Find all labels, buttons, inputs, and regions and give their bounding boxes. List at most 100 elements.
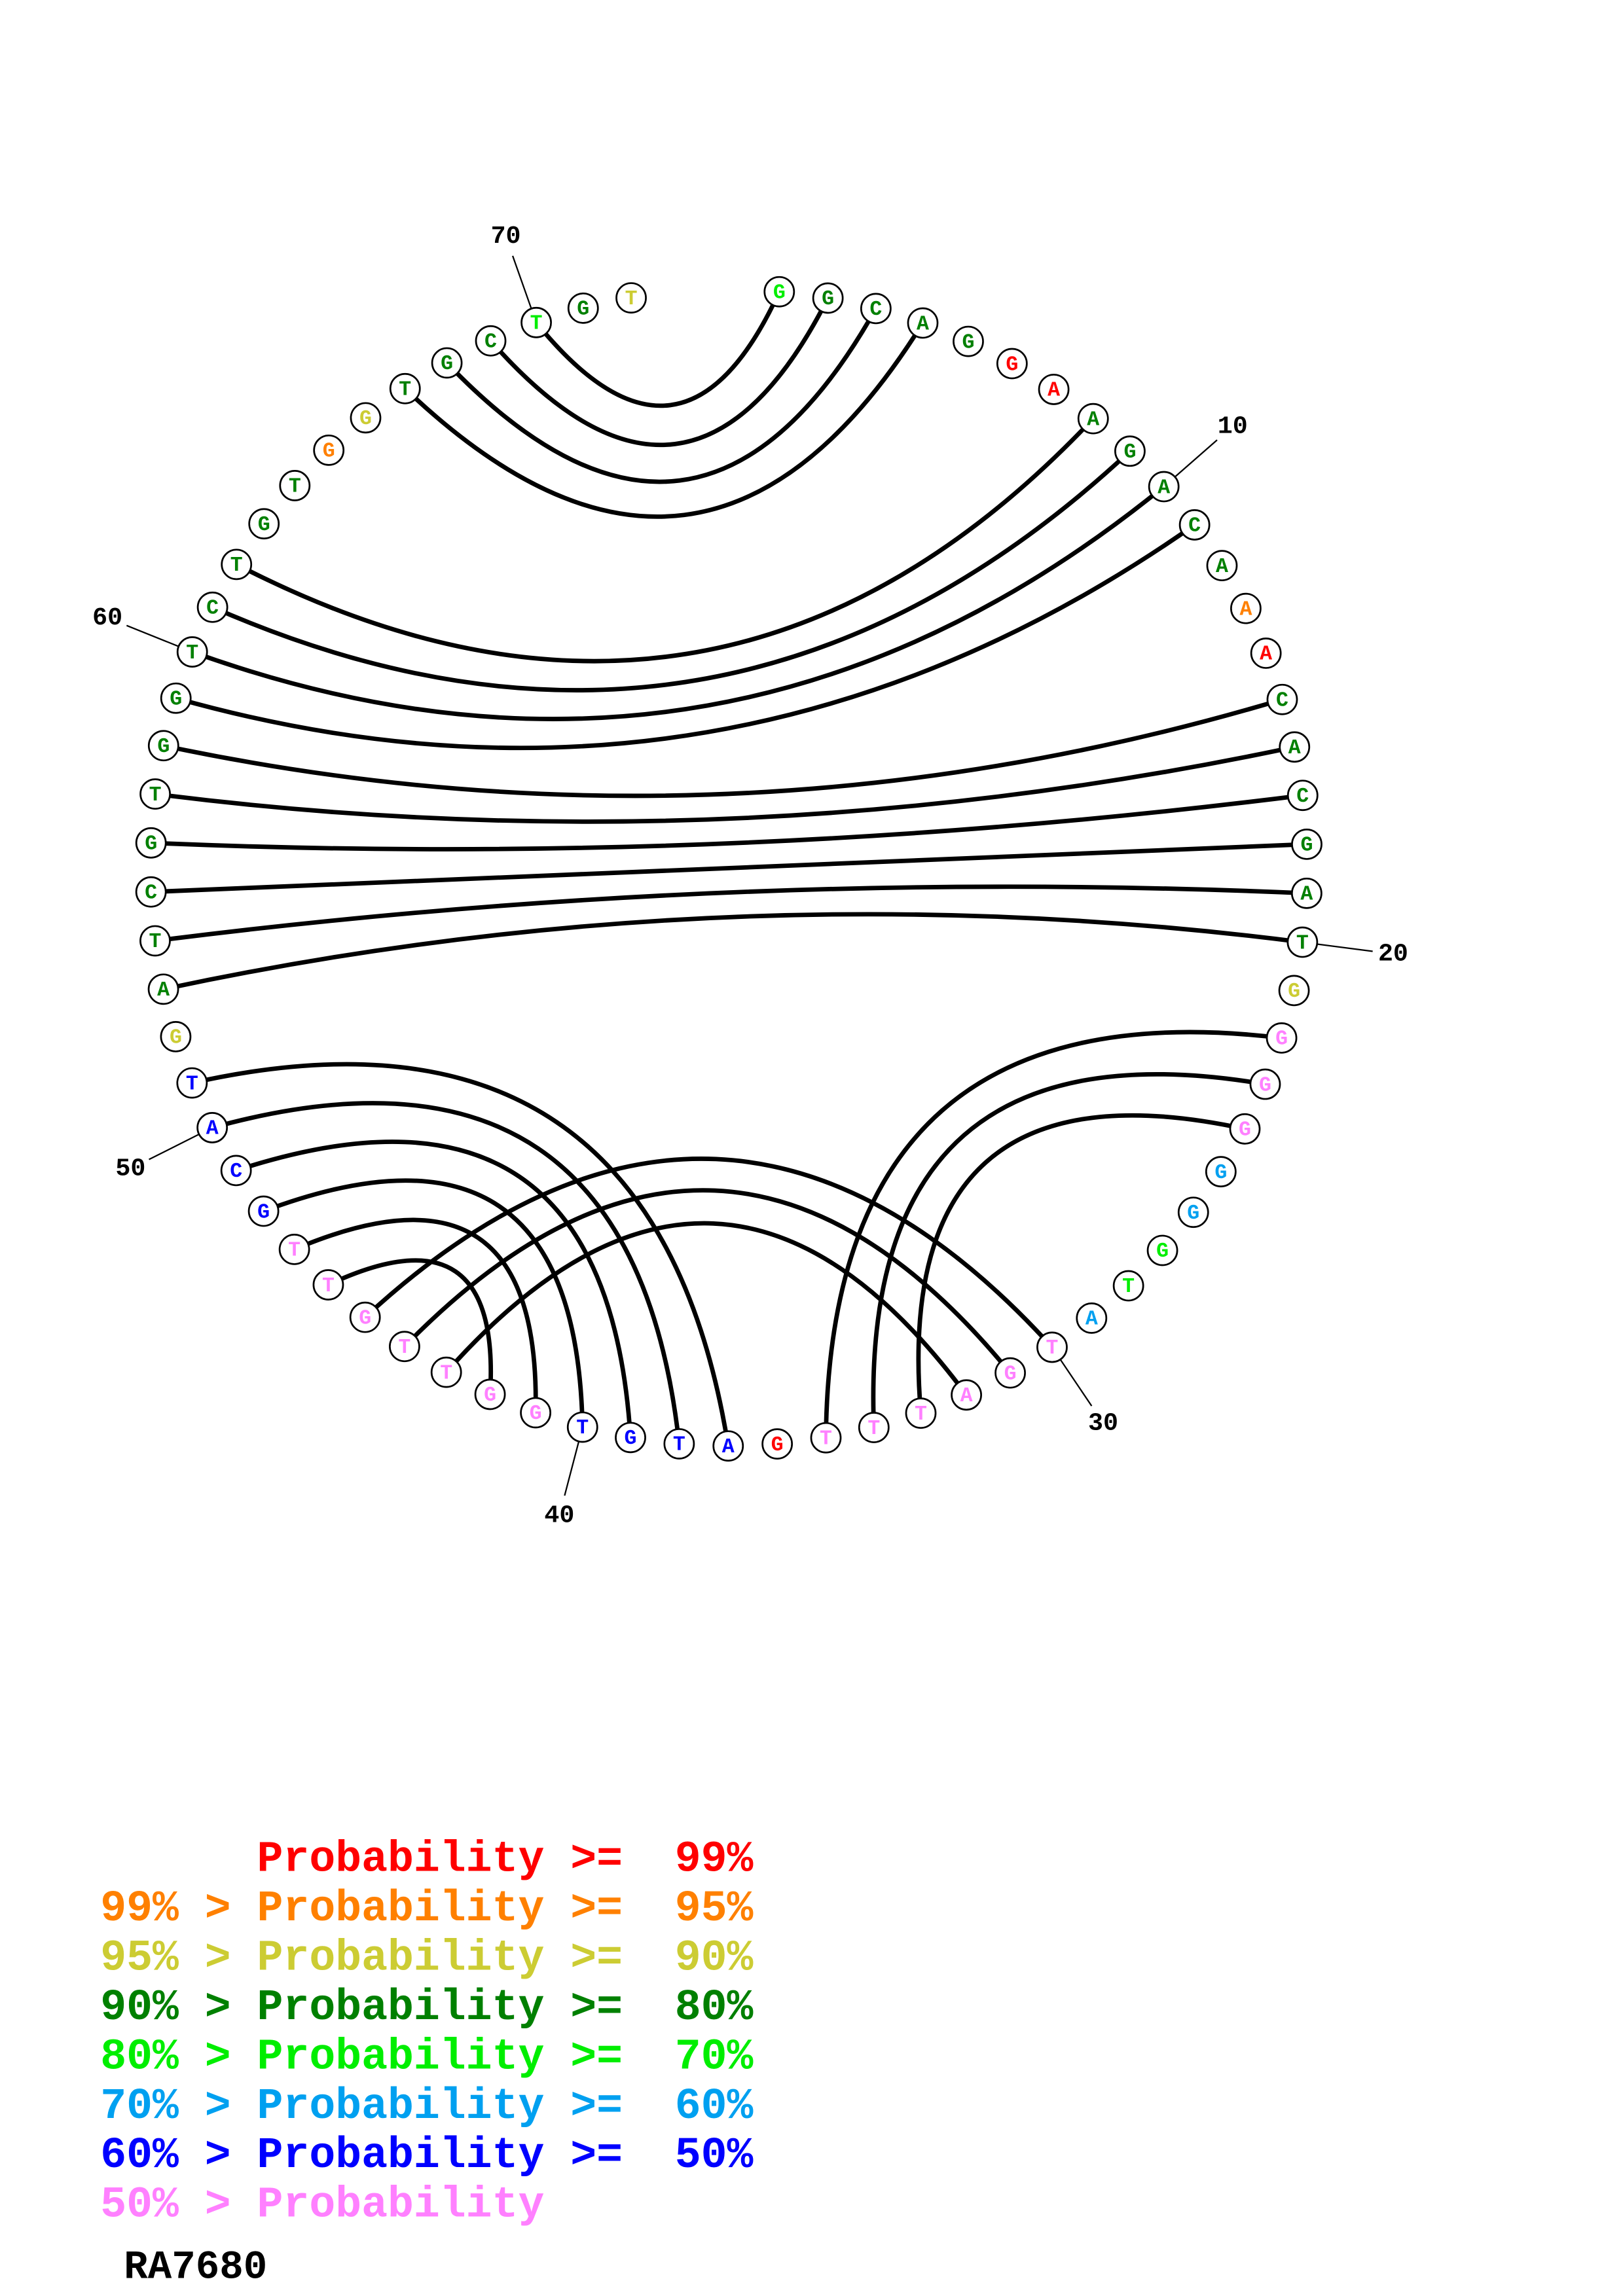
nucleotide-circle	[135, 876, 167, 908]
nucleotide-14: A	[1250, 637, 1282, 669]
nucleotide-28: T	[1112, 1270, 1144, 1302]
nucleotide-8: A	[1077, 403, 1109, 435]
nucleotide-letter: G	[773, 281, 786, 304]
position-tick	[511, 255, 534, 312]
nucleotide-52: G	[160, 1021, 192, 1052]
base-pair-35-22	[824, 1030, 1282, 1438]
nucleotide-circle	[951, 1379, 982, 1411]
nucleotide-44: T	[389, 1331, 420, 1363]
nucleotide-circle	[278, 1234, 310, 1265]
nucleotide-letter: G	[359, 408, 372, 431]
position-ticks: 10 20 30 40 50 60 70	[92, 222, 1408, 1530]
nucleotide-letter: T	[186, 642, 198, 665]
nucleotide-circle	[1230, 592, 1262, 624]
nucleotide-circle	[858, 1412, 890, 1443]
nucleotide-circle	[1266, 1022, 1298, 1054]
nucleotide-letter: T	[399, 379, 411, 402]
nucleotide-30: T	[1036, 1331, 1068, 1363]
nucleotide-letter: T	[625, 288, 638, 311]
nucleotide-circle	[1076, 1302, 1108, 1334]
nucleotide-circle	[1077, 403, 1109, 435]
nucleotide-34: T	[858, 1412, 890, 1443]
nucleotide-letter: G	[170, 688, 182, 711]
nucleotide-66: G	[350, 402, 382, 434]
nucleotide-circle	[247, 1195, 280, 1227]
legend-entry: 60% > Probability >= 50%	[100, 2131, 753, 2180]
nucleotide-circle	[221, 548, 253, 581]
nucleotide-letter: G	[145, 833, 157, 856]
nucleotide-4: A	[907, 307, 939, 339]
nucleotide-letter: T	[440, 1362, 452, 1385]
nucleotide-circle	[312, 1269, 344, 1300]
base-pair-68-3	[445, 307, 878, 484]
nucleotide-letter: C	[484, 331, 497, 354]
nucleotide-circle	[279, 470, 311, 501]
position-label: 70	[491, 222, 521, 251]
nucleotide-49: C	[220, 1155, 252, 1187]
nucleotide-circle	[474, 1378, 506, 1410]
nucleotide-circle	[176, 1067, 208, 1099]
nucleotide-letter: A	[1158, 476, 1170, 499]
nucleotide-63: G	[248, 508, 280, 540]
nucleotide-18: G	[1291, 829, 1322, 860]
nucleotide-letter: T	[915, 1403, 927, 1426]
nucleotide-circle	[350, 402, 382, 434]
nucleotide-letter: G	[625, 1427, 637, 1450]
nucleotide-circle	[389, 1331, 420, 1363]
base-pair-56-17	[151, 793, 1304, 852]
nucleotide-letter: A	[722, 1436, 735, 1459]
nucleotide-letter: T	[530, 313, 543, 336]
nucleotide-circle	[147, 730, 179, 762]
nucleotide-22: G	[1266, 1022, 1298, 1054]
nucleotide-42: G	[474, 1378, 506, 1410]
nucleotide-letter: C	[1296, 785, 1309, 808]
base-pair-51-37	[191, 1062, 731, 1446]
nucleotide-circle	[663, 1428, 695, 1460]
nucleotide-circle	[1038, 374, 1070, 405]
nucleotide-70: T	[520, 306, 552, 338]
nucleotide-letter: C	[1188, 515, 1201, 538]
nucleotide-letter: G	[1275, 1028, 1288, 1051]
nucleotide-27: G	[1146, 1234, 1178, 1266]
nucleotide-48: G	[247, 1195, 280, 1227]
base-pair-54-19	[155, 884, 1307, 943]
nucleotide-letter: A	[917, 313, 929, 336]
nucleotide-55: C	[135, 876, 167, 908]
nucleotide-circle	[160, 1021, 192, 1052]
base-pair-57-16	[155, 744, 1295, 824]
nucleotide-letter: A	[1216, 556, 1228, 579]
base-pair-69-2	[488, 296, 830, 448]
nucleotide-letter: T	[820, 1427, 832, 1450]
nucleotide-letter: T	[576, 1417, 589, 1440]
nucleotide-circle	[1177, 1196, 1209, 1229]
nucleotide-59: G	[160, 682, 192, 714]
nucleotide-circle	[712, 1430, 744, 1462]
nucleotide-letter: A	[1048, 380, 1060, 403]
nucleotide-24: G	[1229, 1113, 1261, 1145]
nucleotide-64: T	[279, 470, 311, 501]
nucleotide-6: G	[996, 348, 1028, 380]
nucleotide-35: T	[810, 1422, 842, 1454]
nucleotide-19: A	[1290, 877, 1322, 909]
position-label: 30	[1088, 1408, 1118, 1437]
legend-entry: 80% > Probability >= 70%	[100, 2032, 753, 2081]
nucleotide-letter: A	[1087, 408, 1099, 431]
position-label: 40	[544, 1501, 574, 1530]
nucleotide-letter: C	[1276, 689, 1288, 712]
legend-entry: 90% > Probability >= 80%	[100, 1983, 753, 2032]
nucleotide-16: A	[1279, 731, 1311, 763]
nucleotide-17: C	[1286, 780, 1319, 812]
base-pair-44-31	[403, 1188, 1012, 1374]
nucleotide-circle	[1114, 435, 1146, 467]
position-tick	[564, 1438, 581, 1496]
nucleotide-circle	[431, 347, 463, 379]
nucleotide-53: A	[147, 973, 179, 1005]
nucleotide-41: G	[520, 1397, 552, 1429]
nucleotide-circle	[1266, 683, 1298, 715]
nucleotide-circle	[430, 1356, 462, 1388]
base-pair-47-41	[293, 1217, 538, 1413]
nucleotide-7: A	[1038, 374, 1070, 405]
nucleotide-1: G	[763, 276, 795, 308]
nucleotide-circle	[349, 1301, 381, 1333]
